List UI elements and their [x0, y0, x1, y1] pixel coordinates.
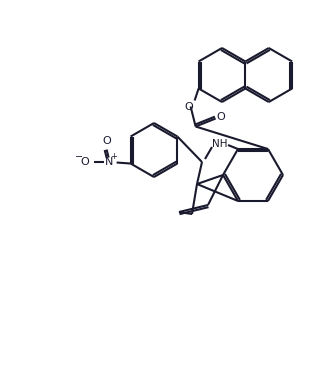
Text: O: O: [80, 157, 89, 166]
Text: NH: NH: [212, 139, 228, 149]
Text: +: +: [110, 152, 117, 161]
Text: O: O: [184, 101, 193, 111]
Text: N: N: [104, 157, 113, 166]
Text: O: O: [102, 135, 111, 145]
Text: −: −: [74, 152, 83, 162]
Text: O: O: [216, 111, 225, 121]
